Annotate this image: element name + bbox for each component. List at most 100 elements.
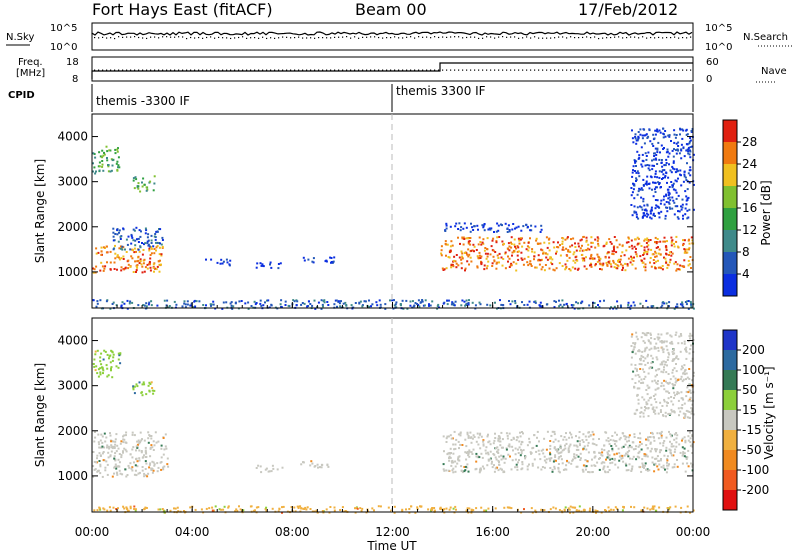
range-cell xyxy=(408,511,411,514)
range-cell xyxy=(631,214,634,217)
range-cell xyxy=(659,409,662,412)
range-cell xyxy=(158,263,161,266)
range-cell xyxy=(485,446,488,449)
range-cell xyxy=(103,446,106,449)
range-cell xyxy=(686,133,689,136)
range-cell xyxy=(495,447,497,450)
range-cell xyxy=(691,452,694,454)
range-cell xyxy=(552,460,555,463)
range-cell xyxy=(157,508,160,511)
range-cell xyxy=(98,169,101,172)
range-cell xyxy=(578,505,581,508)
range-cell xyxy=(536,436,538,439)
range-cell xyxy=(193,300,196,303)
range-cell xyxy=(103,267,106,270)
range-cell xyxy=(662,414,664,417)
nsearch-tick-bottom: 10^0 xyxy=(705,42,732,53)
range-cell xyxy=(568,436,571,439)
range-cell xyxy=(454,505,457,508)
range-cell xyxy=(613,459,616,462)
x-tick-label: 04:00 xyxy=(175,525,210,539)
range-cell xyxy=(465,458,468,461)
range-cell xyxy=(477,243,480,246)
range-cell xyxy=(416,507,419,510)
range-cell xyxy=(108,357,110,360)
range-cell xyxy=(503,461,506,464)
range-cell xyxy=(690,462,692,465)
range-cell xyxy=(629,261,632,264)
range-cell xyxy=(387,506,390,509)
range-cell xyxy=(514,466,517,469)
range-cell xyxy=(552,268,555,271)
range-cell xyxy=(545,458,548,461)
range-cell xyxy=(657,333,660,336)
range-cell xyxy=(145,462,148,465)
range-cell xyxy=(658,368,661,370)
range-cell xyxy=(115,471,118,474)
range-cell xyxy=(646,175,649,178)
range-cell xyxy=(658,129,661,132)
range-cell xyxy=(517,258,520,261)
range-cell xyxy=(671,410,674,413)
range-cell xyxy=(667,134,670,137)
range-cell xyxy=(499,299,501,302)
range-cell xyxy=(123,268,126,271)
range-cell xyxy=(514,245,516,248)
range-cell xyxy=(510,243,513,245)
range-cell xyxy=(632,141,635,144)
range-cell xyxy=(99,367,102,370)
range-cell xyxy=(118,465,121,468)
range-cell xyxy=(634,135,637,138)
range-cell xyxy=(682,129,685,132)
range-cell xyxy=(470,451,473,454)
range-cell xyxy=(491,460,493,463)
range-cell xyxy=(143,454,145,457)
range-cell xyxy=(622,506,625,509)
range-cell xyxy=(647,332,650,334)
range-cell xyxy=(497,257,500,259)
range-cell xyxy=(667,356,670,359)
range-cell xyxy=(636,150,639,153)
range-cell xyxy=(325,508,328,511)
range-cell xyxy=(642,381,645,384)
range-cell xyxy=(529,451,532,454)
range-cell xyxy=(654,236,657,239)
range-cell xyxy=(626,264,629,267)
range-cell xyxy=(647,135,650,138)
range-cell xyxy=(653,470,656,473)
range-cell xyxy=(561,243,564,245)
range-cell xyxy=(692,413,695,416)
range-cell xyxy=(661,268,664,271)
range-cell xyxy=(457,236,459,239)
range-cell xyxy=(195,300,198,303)
range-cell xyxy=(479,447,482,450)
range-cell xyxy=(144,232,147,235)
range-cell xyxy=(627,236,630,239)
range-cell xyxy=(670,244,673,247)
nave-dot xyxy=(250,69,252,71)
nave-dot xyxy=(178,69,180,71)
nave-dot xyxy=(646,69,648,71)
range-cell xyxy=(654,199,657,201)
range-cell xyxy=(259,302,262,305)
range-cell xyxy=(508,443,511,446)
range-cell xyxy=(533,251,536,254)
range-cell xyxy=(112,506,115,509)
range-cell xyxy=(651,461,654,464)
range-cell xyxy=(559,254,562,257)
range-cell xyxy=(497,448,500,451)
range-cell xyxy=(655,401,658,404)
range-cell xyxy=(277,267,280,270)
nsearch-dot xyxy=(330,37,332,39)
range-cell xyxy=(553,246,556,249)
range-cell xyxy=(138,250,141,253)
range-cell xyxy=(688,238,690,241)
nsearch-dot xyxy=(642,36,644,38)
range-cell xyxy=(92,162,94,165)
nave-dot xyxy=(170,69,172,71)
range-cell xyxy=(401,508,404,511)
range-cell xyxy=(650,337,653,340)
range-cell xyxy=(638,175,641,178)
range-cell xyxy=(685,349,687,352)
range-cell xyxy=(125,450,128,453)
